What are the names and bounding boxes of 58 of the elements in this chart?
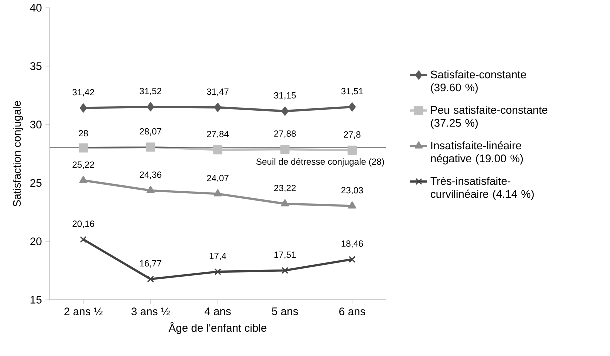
legend-label: Très-insatisfaite-curvilinéaire (4.14 %) [430,176,534,200]
point [80,104,88,113]
point [348,256,356,264]
x-tick-label: 6 ans [340,308,366,316]
data-label: 28,07 [140,128,162,136]
data-label: 17,4 [210,253,226,260]
point [146,142,156,152]
y-tick-label: 20 [30,238,42,246]
point [80,176,88,184]
point [214,103,222,112]
x-tick-label: 2 ans ½ [64,308,103,316]
data-label: 17,51 [274,252,296,260]
point [348,202,356,209]
point [281,199,290,207]
data-label: 31,52 [140,88,162,96]
legend-label: Peu satisfaite-constante (37.25 %) [431,106,548,130]
data-label: 31,42 [72,89,94,97]
data-label: 24,36 [140,172,162,180]
y-tick-label: 35 [30,62,42,70]
y-tick-label: 40 [30,4,42,12]
data-label: 27,88 [274,130,296,138]
y-tick-label: 25 [30,179,42,188]
data-label: 27,8 [344,132,361,139]
y-tick-label: 15 [30,296,42,304]
legend-label: Satisfaite-constante (39.60 %) [431,70,526,94]
data-label: 18,46 [342,240,364,248]
point [80,236,88,244]
data-label: 28 [79,130,88,137]
ref-line-label: Seuil de détresse conjugale (28) [256,158,384,167]
point [348,102,356,112]
point [282,267,289,274]
point [79,144,88,153]
point [214,189,222,197]
point [146,186,155,194]
x-tick-label: 5 ans [272,308,298,316]
x-axis-title: Âge de l'enfant cible [168,322,267,334]
legend-label: Insatisfaite-linéaire négative (19.00 %) [431,141,524,165]
data-label: 31,51 [342,88,364,96]
x-tick-label: 4 ans [204,308,231,316]
data-label: 31,15 [274,92,296,100]
point [282,106,289,116]
data-label: 16,77 [140,260,162,268]
point [280,144,290,154]
data-label: 24,07 [207,175,229,183]
point [147,102,154,112]
data-label: 27,84 [207,131,229,138]
data-label: 20,16 [72,220,94,228]
data-label: 31,47 [207,88,229,96]
point [147,276,154,283]
data-label: 23,03 [342,187,364,195]
data-label: 23,22 [274,185,296,192]
y-tick-label: 30 [30,120,42,129]
point [213,145,223,155]
point [214,268,222,276]
data-label: 25,22 [72,162,94,170]
point [348,146,357,156]
y-axis-title: Satisfaction conjugale [12,101,24,207]
x-tick-label: 3 ans ½ [132,308,170,316]
